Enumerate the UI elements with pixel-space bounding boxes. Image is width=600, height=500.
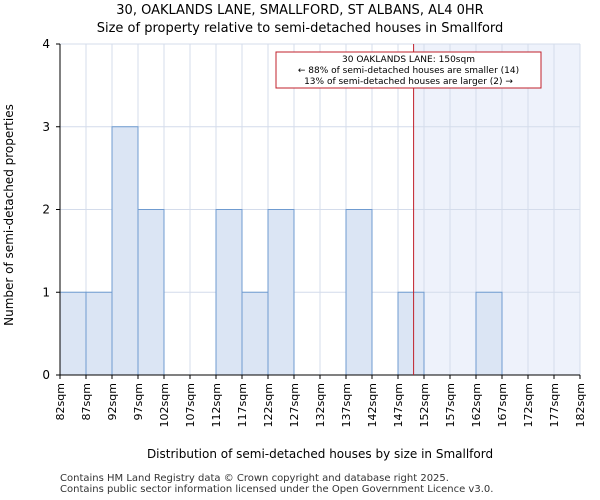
histogram-bar (267, 209, 295, 376)
y-tick-label: 3 (42, 120, 50, 134)
y-tick-label: 0 (42, 368, 50, 382)
chart-title-address: 30, OAKLANDS LANE, SMALLFORD, ST ALBANS,… (116, 3, 484, 18)
x-tick-label: 172sqm (522, 383, 535, 427)
histogram-bar (215, 209, 243, 376)
annotation-line-1: 30 OAKLANDS LANE: 150sqm (342, 55, 475, 65)
x-tick-label: 162sqm (470, 383, 483, 427)
x-tick-label: 182sqm (574, 383, 587, 427)
annotation-line-2: ← 88% of semi-detached houses are smalle… (298, 66, 519, 76)
histogram-bar (241, 291, 269, 376)
x-tick-label: 142sqm (366, 383, 379, 427)
x-tick-label: 97sqm (132, 383, 145, 420)
chart-title: Size of property relative to semi-detach… (96, 21, 504, 36)
annotation-line-3: 13% of semi-detached houses are larger (… (304, 77, 513, 87)
y-tick-label: 1 (42, 285, 50, 299)
x-tick-label: 132sqm (314, 383, 327, 427)
footer-licence: Contains public sector information licen… (60, 484, 494, 495)
y-tick-label: 2 (42, 203, 50, 217)
x-tick-label: 87sqm (80, 383, 93, 420)
histogram-bar (137, 209, 165, 376)
x-tick-label: 127sqm (288, 383, 301, 427)
x-tick-label: 82sqm (54, 383, 67, 420)
x-tick-label: 102sqm (158, 383, 171, 427)
histogram-bar (59, 291, 87, 376)
x-tick-label: 177sqm (548, 383, 561, 427)
histogram-bar (111, 126, 139, 376)
x-axis-label: Distribution of semi-detached houses by … (147, 447, 493, 461)
histogram-bar (345, 209, 373, 376)
x-tick-label: 152sqm (418, 383, 431, 427)
x-tick-label: 112sqm (210, 383, 223, 427)
property-annotation: 30 OAKLANDS LANE: 150sqm ← 88% of semi-d… (275, 51, 542, 89)
x-tick-label: 167sqm (496, 383, 509, 427)
x-tick-label: 122sqm (262, 383, 275, 427)
x-tick-label: 147sqm (392, 383, 405, 427)
y-tick-label: 4 (42, 37, 50, 51)
x-tick-label: 117sqm (236, 383, 249, 427)
x-tick-label: 137sqm (340, 383, 353, 427)
x-tick-label: 92sqm (106, 383, 119, 420)
histogram-bar (475, 291, 503, 376)
x-tick-label: 107sqm (184, 383, 197, 427)
footer-copyright: Contains HM Land Registry data © Crown c… (60, 473, 449, 484)
histogram-bar (397, 291, 425, 376)
y-axis-label: Number of semi-detached properties (2, 104, 16, 326)
histogram-bar (85, 291, 113, 376)
annotation-box (275, 51, 542, 89)
x-tick-label: 157sqm (444, 383, 457, 427)
